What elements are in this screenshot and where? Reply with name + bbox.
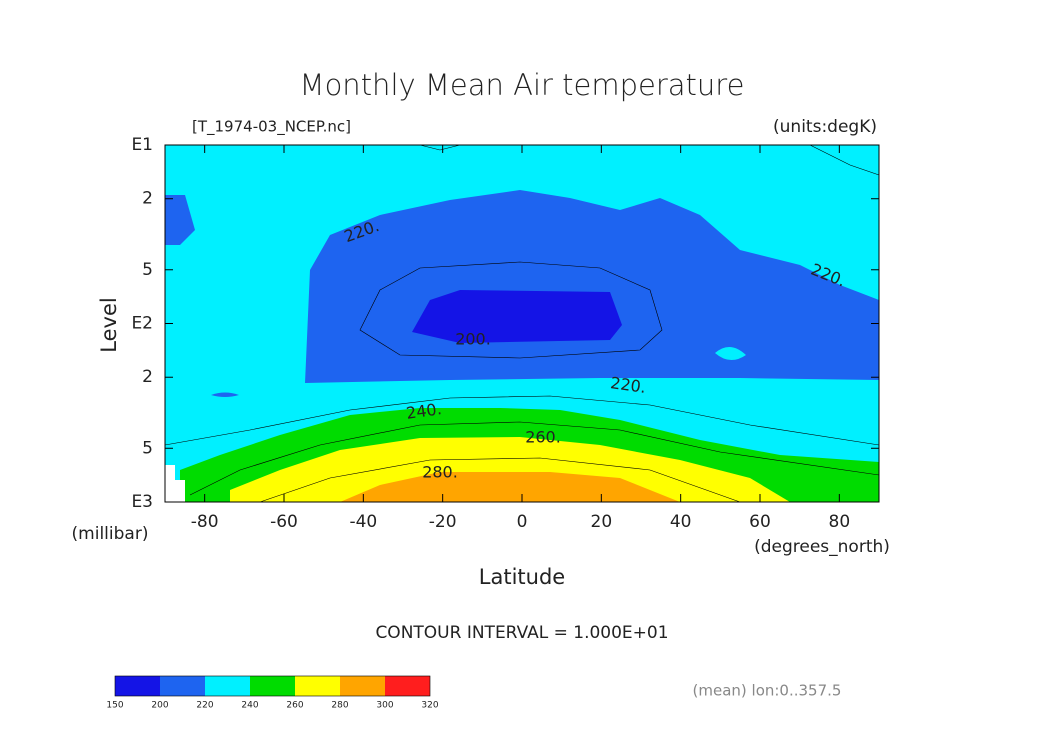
x-tick-label: -20	[429, 512, 457, 532]
y-tick-label: 5	[142, 438, 153, 458]
contour-fill	[340, 472, 680, 502]
contour-label: 220.	[609, 373, 647, 397]
colorbar-bin	[205, 676, 250, 696]
contour-fill	[412, 290, 622, 343]
colorbar-bin	[295, 676, 340, 696]
x-tick-label: 80	[829, 512, 851, 532]
contour-line	[189, 421, 880, 496]
x-tick-label: -80	[191, 512, 219, 532]
plot-area	[164, 144, 880, 503]
contour-fill	[715, 346, 746, 361]
colorbar-label: 220	[196, 701, 213, 711]
y-tick-label: E3	[131, 492, 153, 512]
y-tick-label: 2	[142, 367, 153, 387]
colorbar-label: 200	[151, 701, 168, 711]
x-units: (degrees_north)	[754, 537, 890, 557]
colorbar-bin	[340, 676, 385, 696]
contour-fill	[165, 195, 195, 245]
contour-label: 260.	[525, 428, 561, 447]
note: (mean) lon:0..357.5	[693, 682, 842, 700]
contour-label: 240.	[405, 399, 443, 423]
colorbar-label: 320	[421, 701, 438, 711]
colorbar-bin	[385, 676, 430, 696]
contour-fill	[211, 392, 239, 397]
colorbar-label: 150	[106, 701, 123, 711]
missing-data	[165, 465, 185, 502]
x-tick-label: 40	[670, 512, 692, 532]
contour-line	[419, 144, 461, 151]
colorbar-bin	[160, 676, 205, 696]
contour-label: 280.	[422, 463, 458, 482]
subtitle-left: [T_1974-03_NCEP.nc]	[192, 118, 351, 137]
y-tick-label: 2	[142, 189, 153, 209]
x-label: Latitude	[479, 565, 565, 589]
contour-label: 200.	[455, 330, 491, 349]
colorbar-frame	[114, 675, 431, 697]
colorbar-label: 240	[241, 701, 258, 711]
y-tick-label: E1	[131, 135, 153, 155]
chart-title: Monthly Mean Air temperature	[300, 68, 745, 102]
colorbar-label: 280	[331, 701, 348, 711]
x-tick-label: 20	[591, 512, 613, 532]
x-tick-label: -60	[270, 512, 298, 532]
y-units: (millibar)	[72, 524, 149, 544]
colorbar-bin	[250, 676, 295, 696]
contour-line	[359, 261, 663, 359]
contour-line	[259, 457, 741, 503]
subtitle-right: (units:degK)	[773, 117, 877, 137]
colorbar-label: 260	[286, 701, 303, 711]
contour-line	[164, 395, 880, 446]
contour-line	[809, 144, 880, 176]
contour-fill	[230, 437, 790, 502]
footer: CONTOUR INTERVAL = 1.000E+01	[375, 623, 668, 643]
y-tick-label: E2	[131, 314, 153, 334]
x-tick-label: 60	[749, 512, 771, 532]
colorbar-label: 300	[376, 701, 393, 711]
x-tick-label: 0	[517, 512, 528, 532]
y-tick-label: 5	[142, 260, 153, 280]
x-tick-label: -40	[349, 512, 377, 532]
colorbar-bin	[115, 676, 160, 696]
y-label: Level	[97, 297, 121, 352]
